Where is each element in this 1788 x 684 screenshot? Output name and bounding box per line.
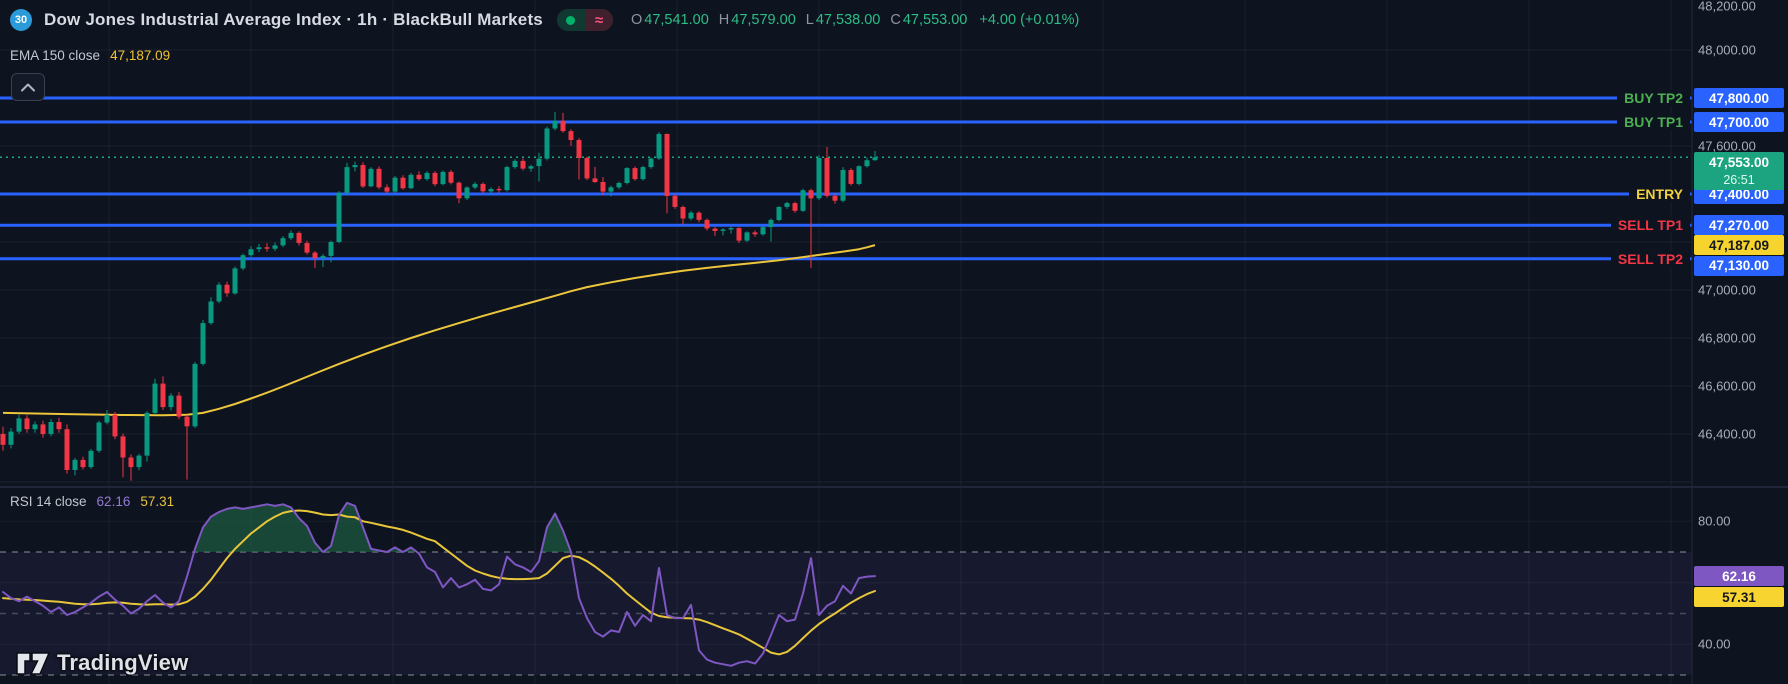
level-price-box-buy-tp2[interactable]: 47,800.00	[1694, 88, 1784, 108]
ema-price-box[interactable]: 47,187.09	[1694, 235, 1784, 256]
level-label-sell-tp1[interactable]: SELL TP1	[1610, 217, 1690, 234]
tradingview-mark-icon	[16, 651, 50, 675]
high-label: H	[718, 12, 730, 28]
price-axis-tick: 48,000.00	[1698, 42, 1756, 58]
bar-countdown: 26:51	[1723, 173, 1755, 188]
level-price-box-sell-tp1[interactable]: 47,270.00	[1694, 215, 1784, 236]
level-label-buy-tp1[interactable]: BUY TP1	[1617, 114, 1690, 130]
rsi-ma-value-box[interactable]: 57.31	[1694, 587, 1784, 608]
level-price-box-sell-tp2[interactable]: 47,130.00	[1694, 255, 1784, 276]
rsi-value-box[interactable]: 62.16	[1694, 566, 1784, 587]
ema-legend[interactable]: EMA 150 close 47,187.09	[10, 48, 170, 63]
symbol-header: 30 Dow Jones Industrial Average Index · …	[10, 9, 1079, 31]
rsi-legend[interactable]: RSI 14 close 62.16 57.31	[10, 494, 174, 509]
rsi-axis-tick: 80.00	[1698, 513, 1731, 529]
ema-legend-value: 47,187.09	[110, 48, 171, 63]
rsi-axis-tick: 40.00	[1698, 636, 1731, 652]
delayed-data-icon: ≈	[584, 9, 613, 31]
price-axis-tick: 46,800.00	[1698, 330, 1756, 346]
price-axis-tick: 47,600.00	[1698, 138, 1756, 154]
level-price-box-buy-tp1[interactable]: 47,700.00	[1694, 112, 1784, 132]
high-value: 47,579.00	[731, 12, 796, 28]
price-axis-tick: 48,200.00	[1698, 0, 1756, 14]
ohlc-readout: O 47,541.00 H 47,579.00 L 47,538.00 C 47,553…	[631, 12, 967, 28]
open-label: O	[630, 12, 643, 28]
price-change: +4.00 (+0.01%)	[979, 12, 1080, 28]
level-label-buy-tp2[interactable]: BUY TP2	[1617, 90, 1690, 106]
open-value: 47,541.00	[644, 12, 709, 28]
symbol-title[interactable]: Dow Jones Industrial Average Index · 1h …	[44, 10, 543, 29]
level-label-entry[interactable]: ENTRY	[1629, 186, 1690, 202]
low-label: L	[805, 12, 814, 28]
price-axis-tick: 46,400.00	[1698, 426, 1756, 442]
price-axis-tick: 46,600.00	[1698, 378, 1756, 394]
rsi-legend-value: 62.16	[96, 494, 131, 509]
rsi-legend-name: RSI 14 close	[10, 494, 87, 509]
close-value: 47,553.00	[902, 12, 968, 28]
market-status-pill[interactable]: ≈	[556, 9, 613, 31]
chevron-up-icon	[21, 83, 35, 91]
market-open-dot-icon	[556, 9, 585, 31]
rsi-ma-legend-value: 57.31	[140, 494, 175, 509]
low-value: 47,538.00	[815, 12, 881, 28]
last-price-box[interactable]: 47,553.00 26:51	[1694, 152, 1784, 191]
tradingview-logo[interactable]: TradingView	[16, 650, 188, 676]
tradingview-logo-text: TradingView	[57, 650, 189, 675]
last-price-value: 47,553.00	[1708, 155, 1770, 171]
ema-legend-name: EMA 150 close	[10, 48, 101, 63]
level-label-sell-tp2[interactable]: SELL TP2	[1610, 250, 1690, 267]
price-axis-tick: 47,000.00	[1698, 282, 1756, 298]
close-label: C	[890, 12, 901, 28]
bar-replay-badge[interactable]: 30	[10, 9, 32, 31]
collapse-indicators-button[interactable]	[11, 73, 45, 101]
